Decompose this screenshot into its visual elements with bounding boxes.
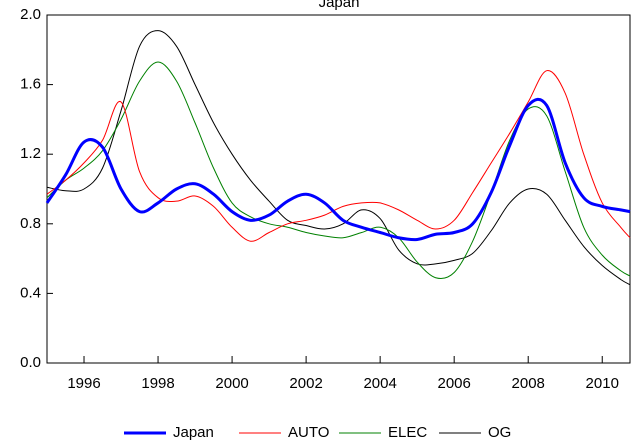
y-tick-label: 0.4 bbox=[20, 284, 41, 301]
series-line bbox=[45, 97, 631, 242]
x-tick-label: 2010 bbox=[586, 375, 619, 392]
x-tick-label: 2000 bbox=[215, 375, 248, 392]
x-tick-label: 2008 bbox=[512, 375, 545, 392]
y-tick-label: 2.0 bbox=[20, 6, 41, 23]
chart-title: Japan bbox=[319, 0, 360, 11]
x-tick-label: 2004 bbox=[363, 375, 396, 392]
y-tick-label: 0.8 bbox=[20, 215, 41, 232]
series-line bbox=[46, 30, 631, 286]
y-tick-label: 1.6 bbox=[20, 76, 41, 93]
x-tick-label: 2002 bbox=[289, 375, 322, 392]
x-tick-label: 1996 bbox=[67, 375, 100, 392]
x-tick-label: 1998 bbox=[141, 375, 174, 392]
legend-label: OG bbox=[488, 424, 511, 441]
legend-label: ELEC bbox=[388, 424, 427, 441]
y-tick-label: 1.2 bbox=[20, 145, 41, 162]
legend-label: AUTO bbox=[288, 424, 329, 441]
y-tick-label: 0.0 bbox=[20, 354, 41, 371]
series-line bbox=[46, 70, 631, 242]
series-line bbox=[46, 61, 631, 280]
x-tick-label: 2006 bbox=[437, 375, 470, 392]
legend-label: Japan bbox=[173, 424, 214, 441]
plot-frame bbox=[46, 14, 631, 364]
